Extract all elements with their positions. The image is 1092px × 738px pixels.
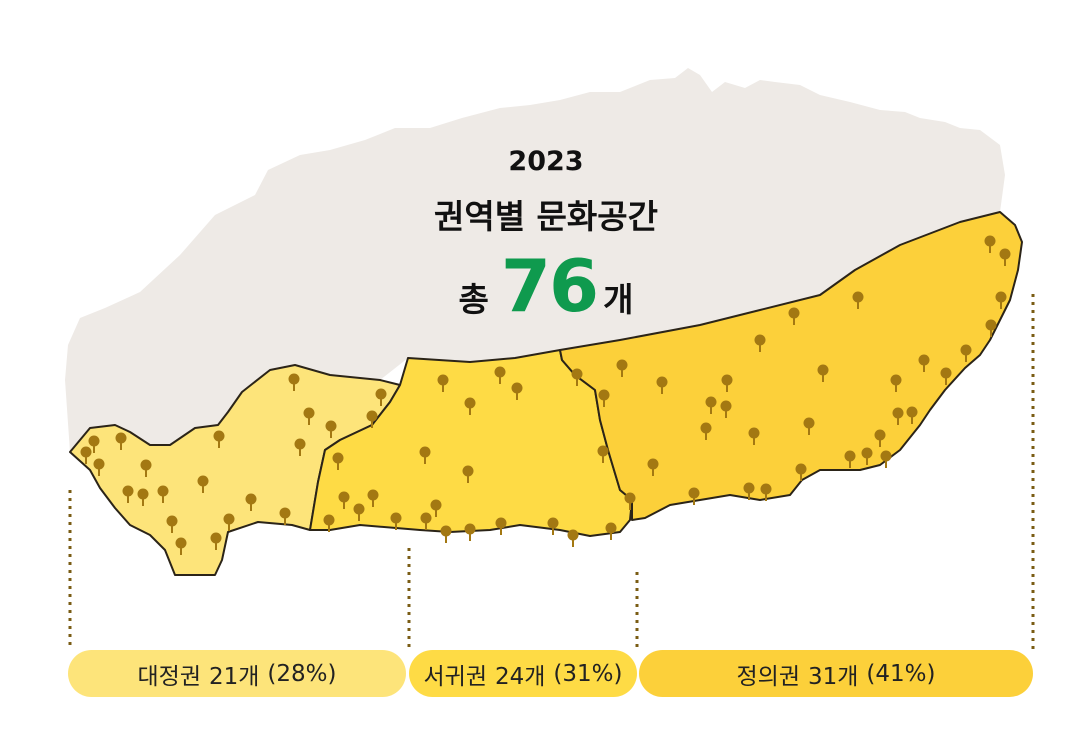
- total-suffix: 개: [603, 280, 634, 319]
- map-pin-icon: [940, 367, 952, 385]
- map-pin-icon: [743, 482, 755, 500]
- map-pin-icon: [597, 445, 609, 463]
- region-percent: (41%): [866, 660, 936, 687]
- guide-lines: [68, 294, 1035, 650]
- map-pin-icon: [353, 503, 365, 521]
- region-percent: (31%): [553, 660, 623, 687]
- map-pin-icon: [464, 397, 476, 415]
- map-pin-icon: [213, 430, 225, 448]
- map-pin-icon: [338, 491, 350, 509]
- map-pin-icon: [332, 452, 344, 470]
- map-pin-icon: [88, 435, 100, 453]
- map-pin-icon: [892, 407, 904, 425]
- map-pin-icon: [817, 364, 829, 382]
- map-pin-icon: [115, 432, 127, 450]
- map-pin-icon: [803, 417, 815, 435]
- map-pin-icon: [571, 368, 583, 386]
- map-pin-icon: [80, 446, 92, 464]
- map-pin-icon: [366, 410, 378, 428]
- map-pin-icon: [464, 523, 476, 541]
- total-value: 76: [500, 244, 599, 328]
- map-pin-icon: [605, 522, 617, 540]
- map-pin-icon: [748, 427, 760, 445]
- map-pin-icon: [874, 429, 886, 447]
- map-pin-icon: [918, 354, 930, 372]
- map-pin-icon: [494, 366, 506, 384]
- map-pin-icon: [688, 487, 700, 505]
- region-name: 정의권: [736, 663, 800, 690]
- total-prefix: 총: [458, 280, 489, 319]
- map-pin-icon: [93, 458, 105, 476]
- map-pin-icon: [700, 422, 712, 440]
- map-pin-icon: [495, 517, 507, 535]
- map-pin-icon: [985, 319, 997, 337]
- map-pin-icon: [157, 485, 169, 503]
- region-pill-jeongui: 정의권 31개 (41%): [639, 650, 1033, 697]
- map-pin-icon: [906, 406, 918, 424]
- map-pin-icon: [175, 537, 187, 555]
- region-percent: (28%): [267, 660, 337, 687]
- map-pin-icon: [375, 388, 387, 406]
- map-pin-icon: [861, 447, 873, 465]
- map-pin-icon: [223, 513, 235, 531]
- map-pin-icon: [122, 485, 134, 503]
- map-pin-icon: [137, 488, 149, 506]
- map-pin-icon: [616, 359, 628, 377]
- map-pin-icon: [788, 307, 800, 325]
- map-pin-icon: [430, 499, 442, 517]
- map-pin-icon: [245, 493, 257, 511]
- map-pin-icon: [960, 344, 972, 362]
- map-pin-icon: [325, 420, 337, 438]
- map-pin-icon: [890, 374, 902, 392]
- map-pin-icon: [419, 446, 431, 464]
- map-pin-icon: [721, 374, 733, 392]
- map-pin-icon: [462, 465, 474, 483]
- map-pin-icon: [279, 507, 291, 525]
- map-pin-icon: [624, 492, 636, 510]
- map-pin-icon: [598, 389, 610, 407]
- map-pin-icon: [852, 291, 864, 309]
- map-pin-icon: [547, 517, 559, 535]
- map-pin-icon: [437, 374, 449, 392]
- map-pin-icon: [705, 396, 717, 414]
- map-pin-icon: [440, 525, 452, 543]
- map-pin-icon: [367, 489, 379, 507]
- map-pin-icon: [647, 458, 659, 476]
- region-pill-seogwi: 서귀권 24개 (31%): [409, 650, 637, 697]
- map-pin-icon: [511, 382, 523, 400]
- map-pin-icon: [303, 407, 315, 425]
- map-pin-icon: [795, 463, 807, 481]
- total-count: 총 76 개: [346, 244, 746, 328]
- map-pin-icon: [390, 512, 402, 530]
- map-pin-icon: [999, 248, 1011, 266]
- map-pin-icon: [288, 373, 300, 391]
- region-count: 24개: [494, 663, 546, 690]
- map-pin-icon: [656, 376, 668, 394]
- region-count: 21개: [208, 663, 260, 690]
- region-pill-daejeong: 대정권 21개 (28%): [68, 650, 406, 697]
- map-pin-icon: [567, 529, 579, 547]
- map-pin-icon: [995, 291, 1007, 309]
- page-title: 권역별 문화공간: [433, 197, 658, 236]
- map-pin-icon: [140, 459, 152, 477]
- pin-layer: [80, 235, 1011, 555]
- map-pin-icon: [754, 334, 766, 352]
- island-north-area: [65, 68, 1005, 452]
- year-label: 2023: [508, 146, 584, 177]
- region-name: 서귀권: [423, 663, 487, 690]
- region-count: 31개: [807, 663, 859, 690]
- map-pin-icon: [984, 235, 996, 253]
- map-pin-icon: [420, 512, 432, 530]
- map-pin-icon: [197, 475, 209, 493]
- map-pin-icon: [880, 450, 892, 468]
- map-pin-icon: [844, 450, 856, 468]
- map-pin-icon: [210, 532, 222, 550]
- map-pin-icon: [323, 514, 335, 532]
- map-pin-icon: [760, 483, 772, 501]
- region-name: 대정권: [137, 663, 201, 690]
- map-pin-icon: [720, 400, 732, 418]
- map-pin-icon: [294, 438, 306, 456]
- map-pin-icon: [166, 515, 178, 533]
